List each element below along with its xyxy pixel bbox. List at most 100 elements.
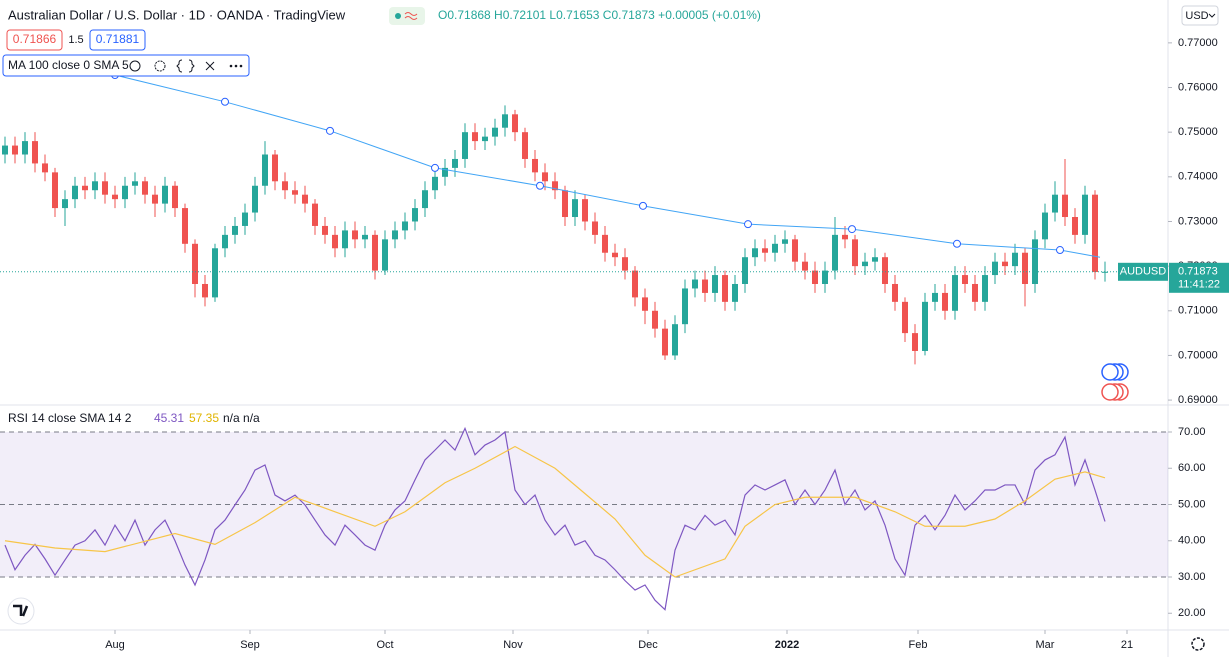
candle-body xyxy=(662,328,668,356)
y-tick-label: 60.00 xyxy=(1178,462,1206,474)
candle-body xyxy=(162,185,168,204)
candle-body xyxy=(892,283,898,302)
candle-body xyxy=(752,248,758,258)
candle-body xyxy=(742,257,748,284)
settings-icon[interactable] xyxy=(154,60,166,72)
candle-body xyxy=(272,154,278,182)
candle-body xyxy=(642,297,648,311)
y-tick-label: 70.00 xyxy=(1178,426,1206,438)
candle-body xyxy=(442,167,448,177)
ma-point xyxy=(536,181,544,190)
ma-point xyxy=(431,163,439,172)
candle-body xyxy=(1042,212,1048,240)
x-tick-label: 21 xyxy=(1121,639,1133,651)
rsi-ma-line xyxy=(4,445,1106,578)
candle-body xyxy=(852,239,858,267)
candle-body xyxy=(1052,194,1058,213)
candle-body xyxy=(1012,252,1018,267)
candle-body xyxy=(382,239,388,271)
rsi-ma-value: 57.35 xyxy=(189,411,219,425)
candle-body xyxy=(842,234,848,240)
event-flag xyxy=(1101,363,1119,381)
candle-body xyxy=(482,136,488,142)
candle-body xyxy=(762,248,768,253)
candle-body xyxy=(472,132,478,142)
market-status[interactable] xyxy=(389,7,425,25)
candle-body xyxy=(652,310,658,329)
candle-body xyxy=(2,145,8,155)
candle-body xyxy=(1062,194,1068,218)
indicator-legend[interactable] xyxy=(2,54,250,77)
candle-body xyxy=(122,185,128,200)
candle-body xyxy=(682,288,688,325)
currency-button[interactable] xyxy=(1181,5,1219,26)
candle-body xyxy=(532,158,538,173)
candle-body xyxy=(802,261,808,271)
candle-body xyxy=(942,292,948,311)
x-tick-label: Oct xyxy=(376,639,393,651)
remove-icon[interactable] xyxy=(205,61,215,71)
sell-price: 0.71866 xyxy=(13,32,57,46)
more-icon[interactable] xyxy=(229,64,243,68)
candle-body xyxy=(42,163,48,173)
candle-body xyxy=(202,283,208,298)
candle-body xyxy=(332,234,338,249)
candle-body xyxy=(622,257,628,271)
x-tick-label: Mar xyxy=(1036,639,1055,651)
source-icon[interactable] xyxy=(176,59,195,73)
y-tick-label: 0.73000 xyxy=(1178,215,1218,227)
ma-legend: MA 100 close 0 SMA 5 xyxy=(8,58,129,72)
candle-body xyxy=(882,257,888,284)
candle-body xyxy=(502,114,508,128)
y-tick-label: 0.70000 xyxy=(1178,349,1218,361)
candle-body xyxy=(132,181,138,186)
eye-icon[interactable] xyxy=(129,60,141,72)
candle-body xyxy=(712,275,718,293)
ma-point xyxy=(326,126,334,135)
ma-point xyxy=(848,225,856,234)
candle-body xyxy=(342,230,348,249)
candle-body xyxy=(1032,239,1038,284)
candle-body xyxy=(782,239,788,244)
candle-body xyxy=(372,234,378,271)
status-icon xyxy=(404,12,418,20)
candle-body xyxy=(52,172,58,209)
candle-body xyxy=(612,252,618,258)
settings-gear[interactable] xyxy=(1191,637,1205,651)
candle-body xyxy=(962,275,968,284)
candle-body xyxy=(212,248,218,298)
candle-body xyxy=(72,185,78,200)
candle-body xyxy=(352,230,358,240)
ma-point xyxy=(1056,246,1064,255)
buy-button[interactable] xyxy=(89,29,146,51)
x-tick-label: Sep xyxy=(240,639,260,651)
sell-button[interactable] xyxy=(6,29,63,51)
candle-body xyxy=(862,261,868,267)
countdown: 11:41:22 xyxy=(1178,279,1220,291)
candle-body xyxy=(222,234,228,249)
candle-body xyxy=(412,208,418,222)
y-tick-label: 20.00 xyxy=(1178,607,1206,619)
currency-caret xyxy=(1208,13,1216,18)
candle-body xyxy=(972,283,978,302)
candle-body xyxy=(702,279,708,293)
candle-body xyxy=(422,190,428,209)
candle-body xyxy=(692,279,698,289)
candle-body xyxy=(432,176,438,191)
event-flag xyxy=(1101,383,1119,401)
candle-body xyxy=(402,221,408,231)
candle-body xyxy=(932,292,938,302)
y-tick-label: 30.00 xyxy=(1178,571,1206,583)
candle-body xyxy=(822,270,828,284)
candle-body xyxy=(992,261,998,276)
y-tick-label: 0.74000 xyxy=(1178,171,1218,183)
candle-body xyxy=(1022,252,1028,284)
candle-body xyxy=(592,221,598,235)
candle-body xyxy=(982,275,988,302)
x-tick-label: 2022 xyxy=(775,639,799,651)
y-tick-label: 0.71000 xyxy=(1178,305,1218,317)
y-tick-label: 0.76000 xyxy=(1178,81,1218,93)
candle-body xyxy=(242,212,248,226)
